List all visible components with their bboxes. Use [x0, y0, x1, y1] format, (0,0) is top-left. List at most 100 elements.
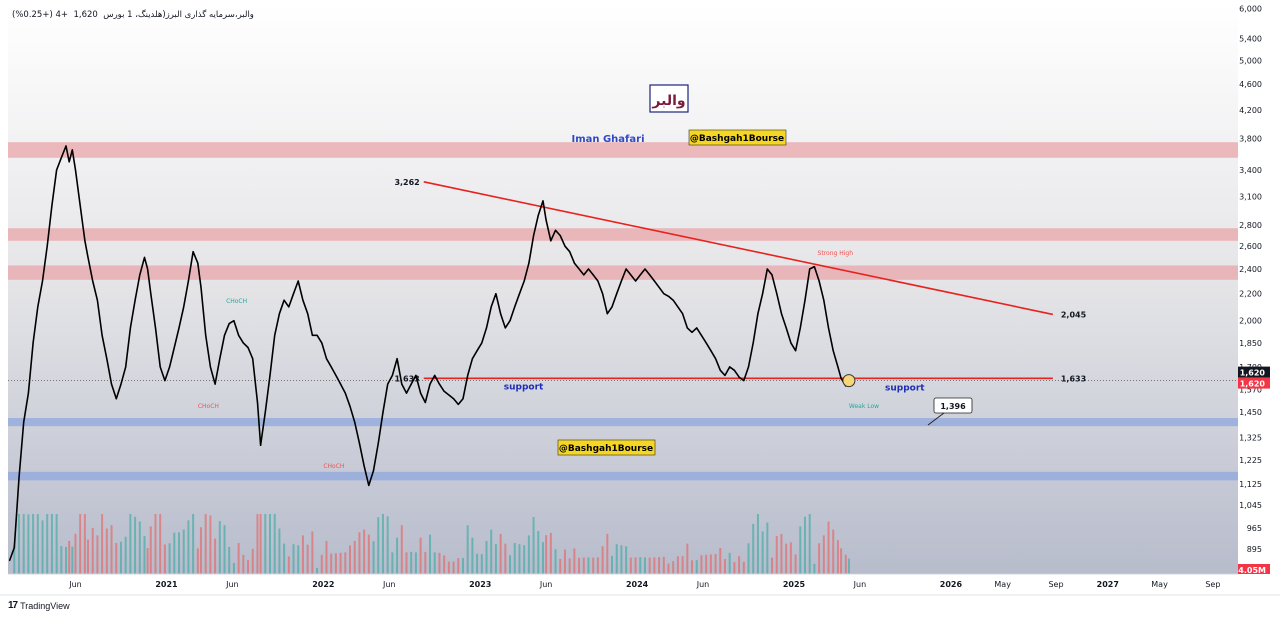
- volume-bar: [742, 561, 745, 574]
- price-point: [476, 350, 478, 352]
- volume-bar: [504, 543, 507, 574]
- price-point: [150, 293, 152, 295]
- price-chart[interactable]: 1,633 1,633 support support 3,262 2,045 CHoCH C…: [0, 0, 1280, 596]
- volume-bar: [457, 558, 460, 574]
- y-axis-tick-label: 1,325: [1239, 434, 1262, 443]
- volume-bar: [695, 560, 698, 574]
- footer-bar: 17 TradingView: [0, 596, 1280, 619]
- price-point: [358, 442, 361, 444]
- y-axis-tick-label: 4,200: [1239, 106, 1262, 115]
- price-point: [509, 320, 511, 322]
- volume-bar: [847, 558, 850, 574]
- price-point: [780, 313, 783, 315]
- volume-bar: [163, 544, 166, 574]
- volume-bar: [836, 540, 839, 574]
- x-axis-tick-label: May: [1151, 580, 1168, 589]
- price-point: [219, 358, 221, 360]
- volume-bar: [629, 557, 632, 574]
- price-point: [164, 380, 166, 382]
- volume-bar: [41, 520, 44, 574]
- volume-bar: [232, 562, 235, 574]
- x-axis-tick-label: 2021: [155, 580, 178, 589]
- symbol-badge: والبر: [651, 93, 685, 109]
- channel-tag-bottom: @Bashgah1Bourse: [559, 444, 653, 454]
- zone-1: [8, 228, 1238, 241]
- last-price: 1,620: [73, 10, 98, 20]
- volume-bar: [429, 534, 432, 574]
- support-label-end: 1,633: [1061, 374, 1086, 383]
- price-point: [837, 366, 839, 368]
- price-point: [653, 280, 655, 282]
- volume-bar: [714, 554, 717, 574]
- channel-tag-top-bg: [688, 129, 787, 146]
- price-point: [223, 334, 226, 336]
- price-point: [682, 313, 684, 315]
- y-axis-tick-label: 2,800: [1239, 221, 1262, 230]
- price-point: [264, 411, 266, 413]
- volume-bar: [452, 561, 455, 574]
- y-axis-tick-label: 1,045: [1239, 501, 1262, 510]
- price-point: [134, 299, 136, 301]
- last-price-tag-dark-text: 1,620: [1240, 369, 1266, 378]
- support-text-1: support: [504, 382, 544, 392]
- volume-bar: [204, 514, 207, 574]
- volume-bar: [541, 542, 544, 574]
- volume-bar: [424, 551, 427, 574]
- price-point: [434, 374, 436, 376]
- volume-bar: [480, 554, 483, 574]
- price-point: [391, 374, 393, 376]
- volume-bar: [537, 530, 540, 574]
- price-point: [490, 306, 492, 308]
- volume-bar: [410, 551, 413, 574]
- volume-bar: [676, 556, 679, 574]
- trendline[interactable]: [423, 181, 1054, 316]
- volume-bar: [124, 536, 127, 574]
- tradingview-logo-mark: 17: [8, 600, 18, 611]
- y-axis-tick-label: 5,400: [1239, 35, 1262, 44]
- price-point: [545, 219, 547, 221]
- price-point: [387, 383, 389, 385]
- price-point: [252, 358, 254, 360]
- volume-bar: [752, 523, 755, 574]
- price-point: [583, 274, 585, 276]
- price-point: [65, 145, 67, 147]
- y-axis-tick-label: 1,450: [1239, 408, 1262, 417]
- price-point: [292, 293, 295, 295]
- volume-bar: [146, 548, 149, 574]
- volume-bar: [705, 554, 708, 574]
- volume-bar: [568, 558, 571, 574]
- structure-label: Weak Low: [849, 403, 879, 410]
- price-point: [537, 214, 539, 216]
- volume-bar: [691, 560, 694, 574]
- volume-bar: [419, 537, 422, 574]
- volume-bar: [818, 543, 821, 574]
- volume-bar: [700, 555, 703, 574]
- support-label-start: 1,633: [394, 374, 419, 383]
- volume-bar: [87, 539, 90, 574]
- price-point: [705, 342, 707, 344]
- volume-bar: [461, 557, 464, 574]
- tradingview-logo[interactable]: 17 TradingView: [8, 600, 70, 611]
- y-axis-tick-label: 965: [1247, 524, 1262, 533]
- volume-bar: [301, 535, 304, 574]
- price-point: [672, 299, 674, 301]
- price-point: [757, 313, 759, 315]
- x-axis-tick-label: Jun: [539, 580, 553, 589]
- volume-bar: [611, 555, 614, 574]
- volume-bar: [391, 552, 394, 574]
- volume-bar: [129, 514, 132, 574]
- volume-bar: [13, 544, 16, 574]
- x-axis-tick-label: 2022: [312, 580, 334, 589]
- price-change-pct: (+0.25%): [12, 10, 53, 20]
- volume-bar: [269, 514, 272, 574]
- volume-bar: [242, 554, 245, 574]
- price-point: [139, 274, 141, 276]
- volume-bar: [592, 557, 595, 574]
- price-point: [335, 374, 337, 376]
- volume-bar: [509, 555, 512, 574]
- structure-label: CHoCH: [198, 403, 219, 410]
- x-axis-tick-label: May: [994, 580, 1011, 589]
- volume-bar: [513, 543, 516, 574]
- price-point: [396, 358, 398, 360]
